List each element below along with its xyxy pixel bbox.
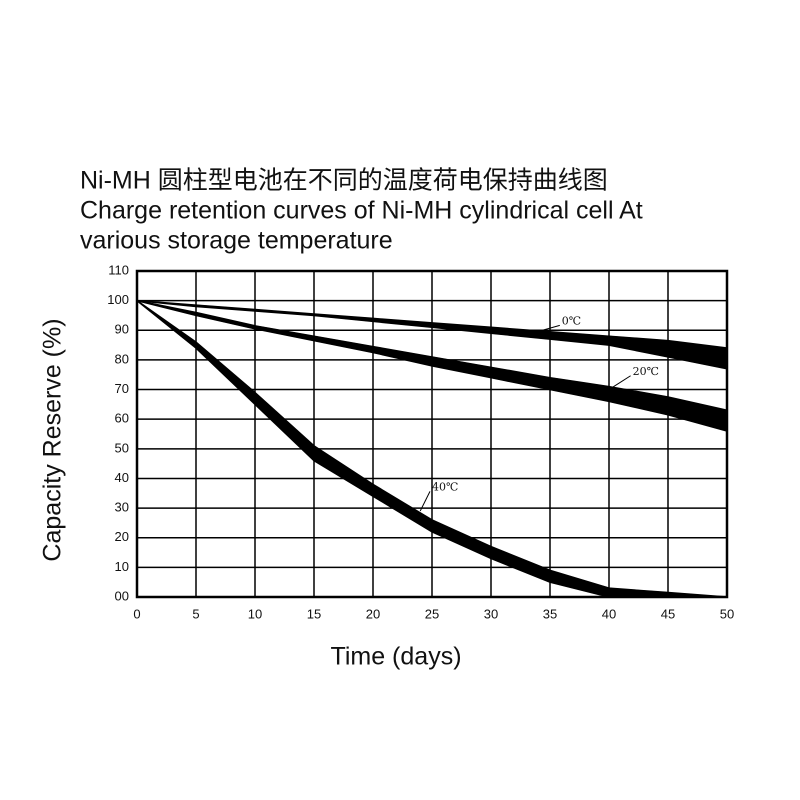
band-segment — [608, 386, 669, 416]
band-upper — [136, 299, 728, 412]
band-segment — [313, 445, 374, 497]
x-tick-label: 15 — [307, 606, 321, 621]
band-segment — [549, 377, 610, 402]
y-tick-label: 10 — [115, 559, 129, 574]
y-tick-label: 70 — [115, 381, 129, 396]
x-tick-label: 5 — [192, 606, 199, 621]
plot-border — [135, 269, 729, 599]
chart-subtitle: various storage temperature — [80, 227, 393, 255]
y-tick-label: 80 — [115, 351, 129, 366]
x-tick-label: 40 — [602, 606, 616, 621]
band-segment — [372, 346, 433, 367]
y-axis-label: Capacity Reserve (%) — [39, 318, 67, 561]
chart-title: Ni-MH 圆柱型电池在不同的温度荷电保持曲线图 — [80, 167, 608, 195]
series-label: 0℃ — [562, 314, 581, 327]
chart-subtitle: Charge retention curves of Ni-MH cylindr… — [80, 197, 643, 225]
band-upper — [136, 300, 728, 598]
y-tick-label: 20 — [115, 529, 129, 544]
band-segment — [490, 546, 551, 583]
x-tick-label: 0 — [133, 606, 140, 621]
band-segment — [667, 396, 728, 432]
series-label: 20℃ — [633, 365, 659, 378]
y-tick-label: 110 — [108, 262, 129, 277]
x-tick-label: 45 — [661, 606, 675, 621]
x-tick-label: 20 — [366, 606, 380, 621]
y-tick-label: 100 — [107, 292, 129, 307]
x-axis-label: Time (days) — [330, 643, 461, 671]
y-tick-label: 40 — [115, 470, 129, 485]
y-tick-label: 50 — [115, 440, 129, 455]
label-leader — [419, 491, 431, 512]
x-tick-label: 10 — [248, 606, 262, 621]
band-lower — [136, 299, 728, 370]
label-leader — [526, 324, 560, 336]
band-lower — [136, 300, 727, 598]
label-leader — [608, 375, 631, 390]
band-segment — [431, 519, 492, 560]
series-label: 40℃ — [432, 480, 458, 493]
band-lower — [136, 299, 728, 432]
band-segment — [490, 366, 551, 391]
x-tick-label: 25 — [425, 606, 439, 621]
y-tick-label: 60 — [115, 411, 129, 426]
band-upper — [136, 299, 728, 349]
x-tick-label: 30 — [484, 606, 498, 621]
y-tick-label: 90 — [115, 322, 129, 337]
x-tick-label: 35 — [543, 606, 557, 621]
y-tick-label: 30 — [115, 500, 129, 515]
y-tick-label: 00 — [115, 588, 129, 603]
x-tick-label: 50 — [720, 606, 734, 621]
band-segment — [254, 391, 315, 462]
